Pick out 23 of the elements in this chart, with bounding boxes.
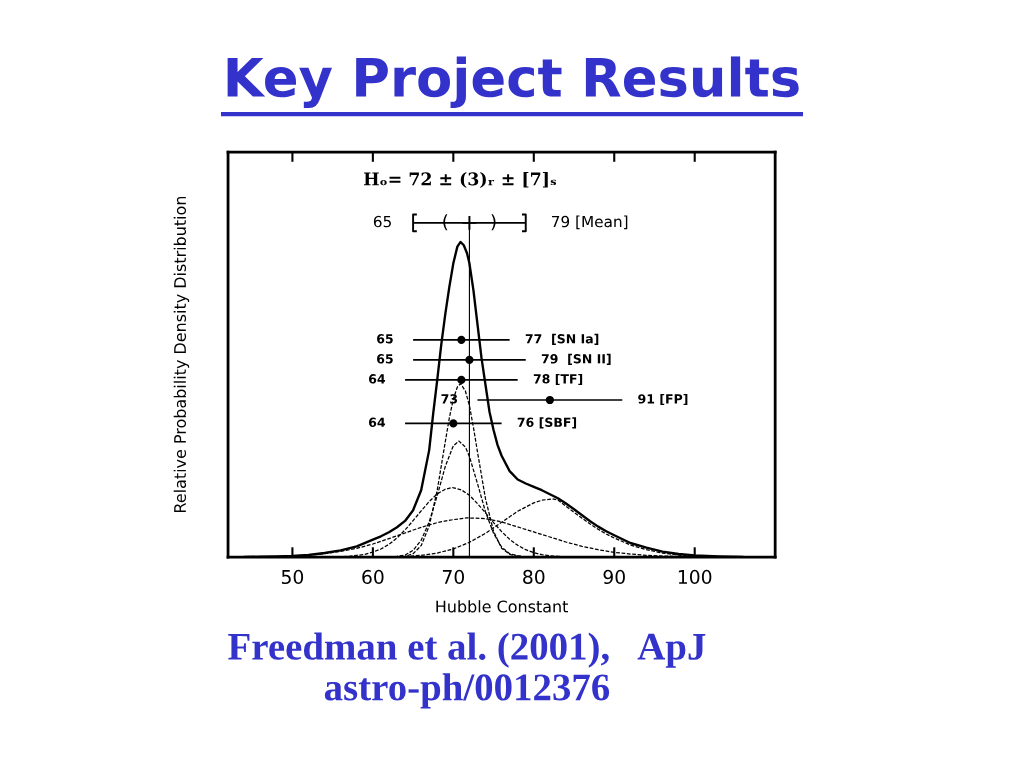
annotation: 73	[441, 394, 458, 404]
x-axis-title: Hubble Constant	[436, 600, 568, 613]
annotation: 76 [SBF]	[517, 417, 577, 429]
x-tick-label: 100	[678, 569, 712, 585]
annotation: 64	[368, 374, 386, 384]
y-axis-title: Relative Probability Density Distribution	[173, 196, 190, 512]
annotation: 65	[373, 215, 391, 228]
annotation: 77 [SN Ia]	[525, 333, 599, 345]
x-tick-label: 60	[362, 569, 384, 585]
annotation: 65	[377, 354, 393, 364]
x-tick-label: 70	[442, 569, 465, 585]
annotation: 78 [TF]	[533, 373, 583, 386]
annotation: 79 [Mean]	[552, 215, 628, 230]
x-tick-label: 80	[523, 569, 545, 585]
annotation: 65	[377, 334, 393, 344]
annotation: 64	[368, 417, 386, 428]
text: Hₒ= 72 ± (3)ᵣ ± [7]ₛ	[364, 172, 557, 188]
x-tick-label: 50	[281, 569, 304, 585]
annotation: 91 [FP]	[638, 393, 688, 406]
text: Freedman et al. (2001), ApJ astro-ph/0012376	[228, 632, 706, 709]
x-tick-label: 90	[603, 569, 625, 585]
annotation: 79 [SN II]	[541, 353, 611, 365]
chart-title: Key Project Results	[227, 56, 799, 108]
